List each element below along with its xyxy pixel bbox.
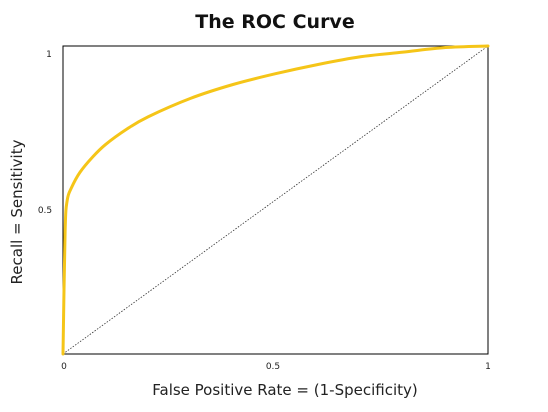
x-axis-label: False Positive Rate = (1-Specificity) xyxy=(152,381,417,399)
y-tick-label-1: 1 xyxy=(46,50,52,60)
plot-marks xyxy=(61,44,490,356)
x-tick-label-1: 1 xyxy=(485,362,491,372)
chart-title: The ROC Curve xyxy=(195,11,354,33)
y-axis-label: Recall = Sensitivity xyxy=(8,139,26,284)
plot-frame xyxy=(62,45,489,355)
x-tick-label-0.5: 0.5 xyxy=(266,362,280,372)
roc-curve-line xyxy=(61,44,490,356)
y-tick-label-0.5: 0.5 xyxy=(38,206,52,216)
x-tick-label-0: 0 xyxy=(61,362,67,372)
diagonal-reference-line xyxy=(62,45,489,355)
